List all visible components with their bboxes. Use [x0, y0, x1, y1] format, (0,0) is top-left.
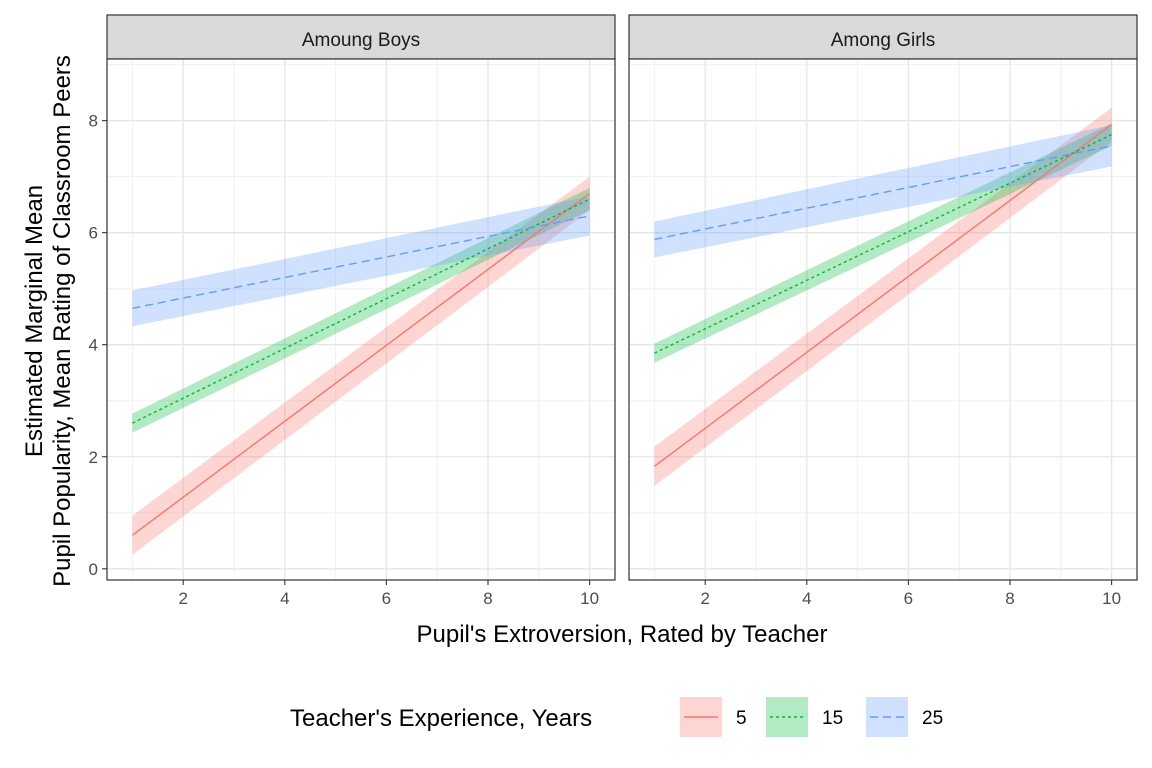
facet-strip-label: Amoung Boys: [302, 30, 420, 51]
x-tick-label: 8: [1005, 589, 1014, 608]
plot-area: [107, 59, 615, 580]
facet-strip-label: Among Girls: [831, 30, 936, 51]
y-tick-label: 2: [89, 448, 98, 467]
facet-strip: [106, 14, 616, 60]
legend-keys: 5 15 25: [680, 697, 943, 737]
x-tick-label: 8: [483, 589, 492, 608]
legend-label: 25: [922, 708, 943, 729]
x-tick-label: 4: [802, 589, 811, 608]
y-tick-label: 8: [89, 112, 98, 131]
confidence-band-15: [132, 187, 590, 433]
legend: Teacher's Experience, Years 5 15 25: [290, 697, 943, 737]
x-tick-label: 2: [700, 589, 709, 608]
x-tick-label: 10: [580, 589, 599, 608]
confidence-band-25: [654, 125, 1112, 258]
x-tick-label: 4: [280, 589, 289, 608]
confidence-band-15: [654, 123, 1112, 363]
series-line-15: [654, 133, 1112, 354]
series-line-5: [131, 192, 591, 536]
y-axis-title-line2: Pupil Popularity, Mean Rating of Classro…: [49, 55, 76, 587]
confidence-band-25: [132, 196, 590, 327]
x-tick-label: 6: [382, 589, 391, 608]
x-tick-label: 2: [178, 589, 187, 608]
y-tick-label: 4: [89, 336, 98, 355]
y-axis-title-line1: Estimated Marginal Mean: [21, 185, 48, 457]
legend-key-5: 5: [680, 697, 747, 737]
series-line-5: [653, 123, 1113, 467]
x-tick-label: 10: [1102, 589, 1121, 608]
panel-border: [106, 58, 616, 581]
panels: Amoung Boys 2 4 6 8 10 0 2 4 6 8 Among Girls 2 4 6 8 10: [89, 14, 1138, 608]
x-tick-label: 6: [904, 589, 913, 608]
legend-label: 15: [822, 708, 843, 729]
y-tick-label: 0: [89, 560, 98, 579]
gridlines: [107, 59, 615, 580]
confidence-band-5: [654, 107, 1112, 486]
x-axis-title: Pupil's Extroversion, Rated by Teacher: [416, 621, 827, 648]
legend-title: Teacher's Experience, Years: [290, 705, 592, 732]
legend-key-25: 25: [866, 697, 943, 737]
facet-strip: [628, 14, 1138, 60]
panel-border: [628, 58, 1138, 581]
y-axis-title: Estimated Marginal Mean Pupil Popularity…: [21, 55, 76, 587]
legend-key-15: 15: [766, 697, 843, 737]
plot-area: [629, 59, 1137, 580]
legend-label: 5: [736, 708, 747, 729]
series-line-15: [132, 198, 590, 424]
facet-panel-1: Amoung Boys 2 4 6 8 10 0 2 4 6 8: [89, 14, 616, 608]
gridlines: [629, 59, 1137, 580]
y-tick-label: 6: [89, 224, 98, 243]
facet-panel-2: Among Girls 2 4 6 8 10: [628, 14, 1138, 608]
confidence-band-5: [132, 176, 590, 555]
